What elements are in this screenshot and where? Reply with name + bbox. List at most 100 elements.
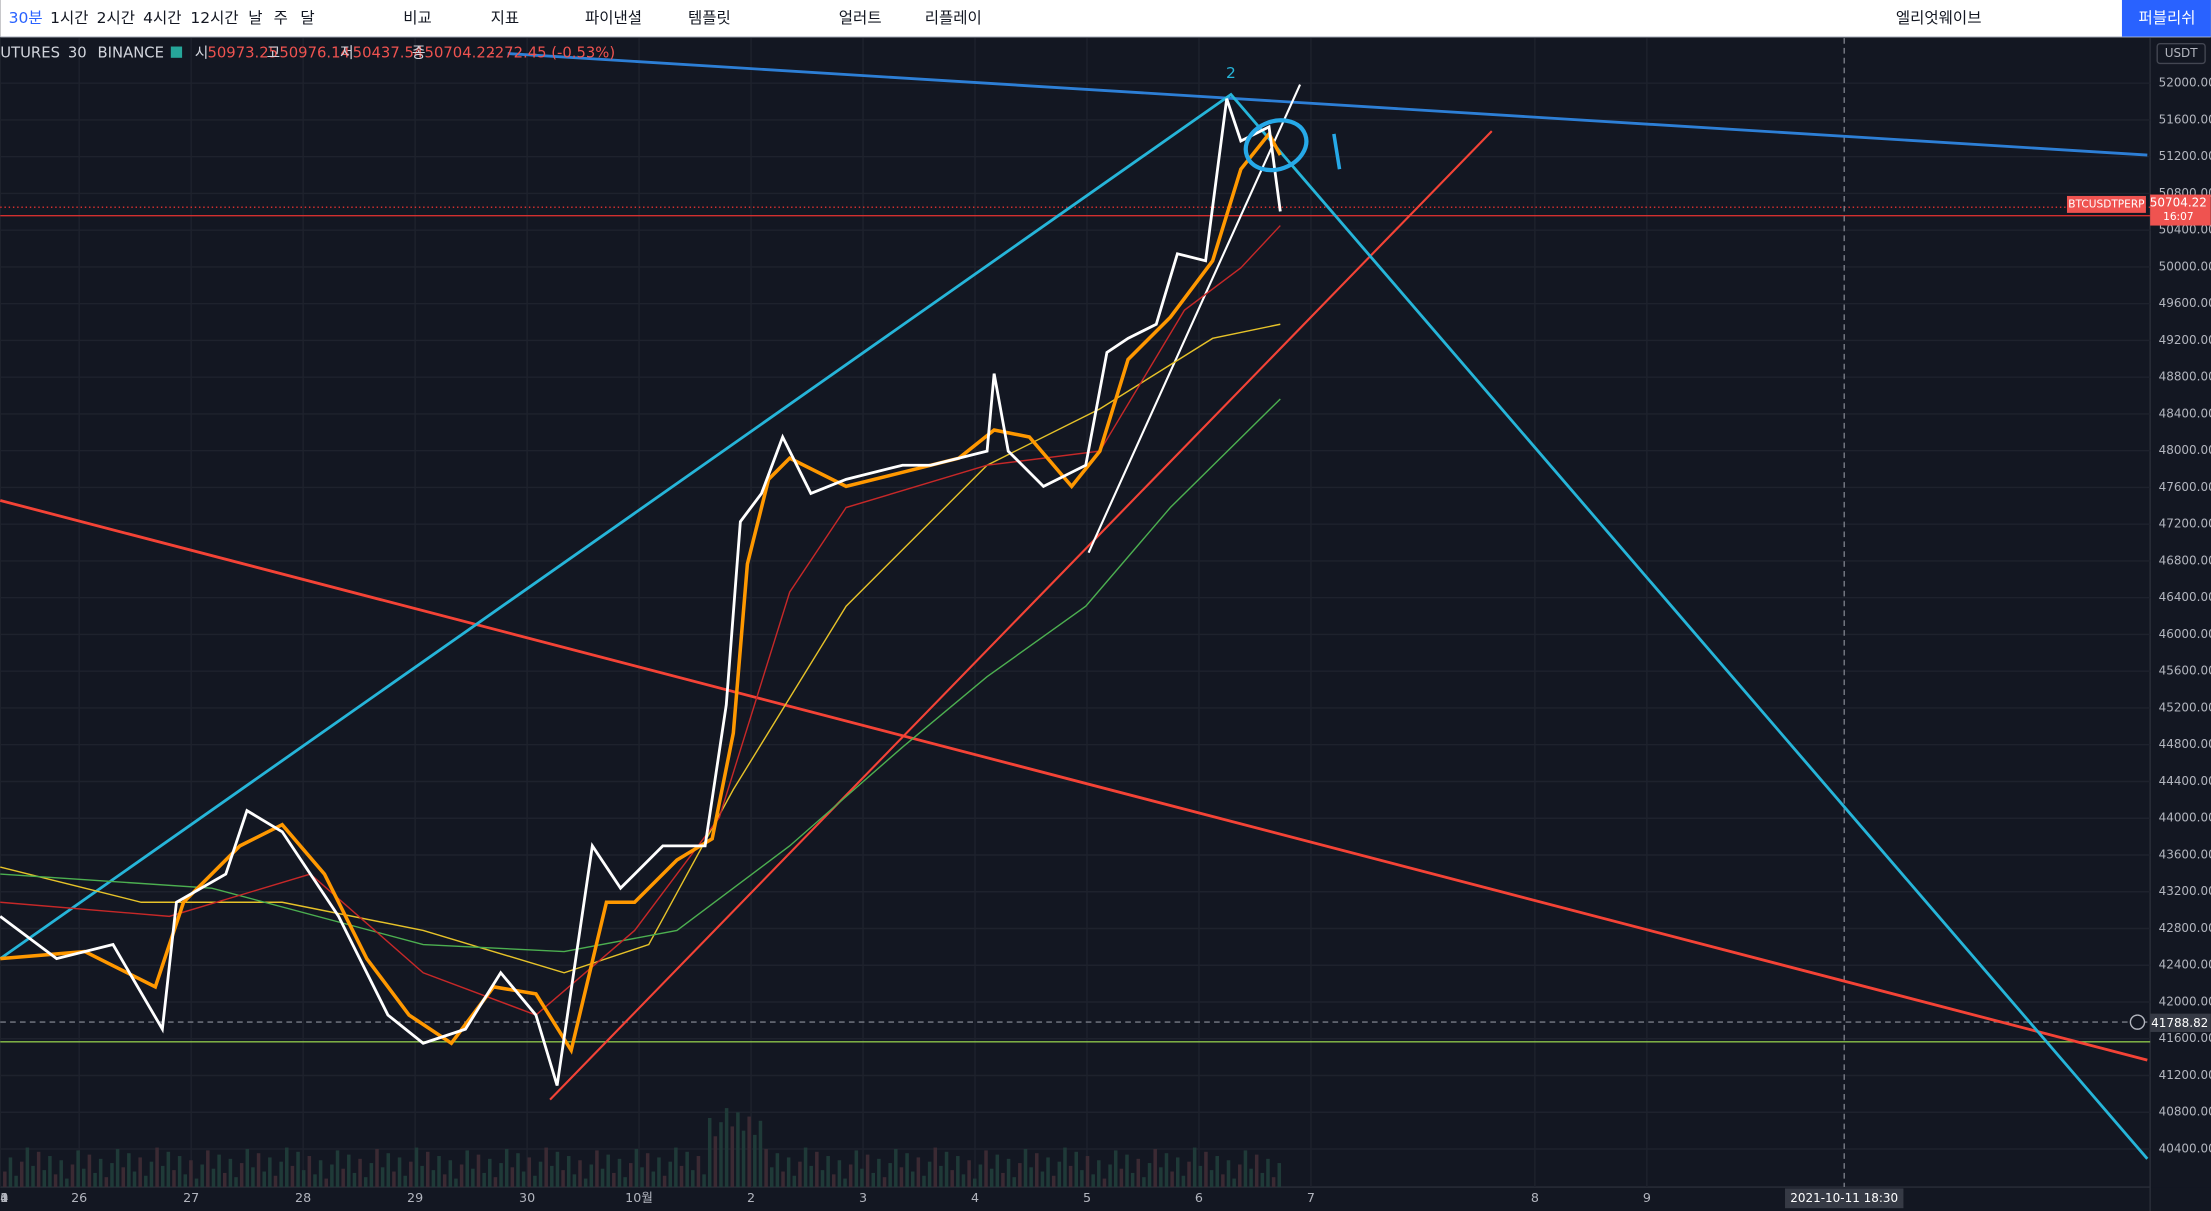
header-close: 50704.22 bbox=[425, 45, 496, 62]
price-label: 42800.00 bbox=[2159, 921, 2211, 935]
publish-label[interactable]: 퍼블리쉬 bbox=[2139, 9, 2196, 27]
volume-bar bbox=[1130, 1172, 1135, 1188]
volume-bar bbox=[910, 1171, 915, 1188]
volume-bar bbox=[724, 1108, 729, 1188]
volume-bar bbox=[482, 1172, 486, 1188]
templates-button[interactable]: 템플릿 bbox=[688, 9, 731, 27]
interval-button[interactable]: 12시간 bbox=[190, 9, 238, 27]
volume-bar bbox=[1063, 1147, 1067, 1188]
volume-bar bbox=[1238, 1164, 1242, 1188]
price-label: 49200.00 bbox=[2159, 333, 2211, 347]
volume-bar bbox=[279, 1161, 283, 1188]
volume-bar bbox=[792, 1175, 797, 1188]
interval-button[interactable]: 2시간 bbox=[97, 9, 135, 27]
interval-button[interactable]: 날 bbox=[248, 9, 262, 27]
volume-bar bbox=[521, 1171, 526, 1188]
volume-bar bbox=[76, 1150, 80, 1188]
time-label: 26 bbox=[71, 1190, 87, 1205]
volume-bar bbox=[53, 1174, 58, 1188]
ma-yellow bbox=[0, 323, 1281, 974]
volume-bar bbox=[369, 1163, 374, 1188]
volume-bar bbox=[583, 1178, 588, 1188]
replay-button[interactable]: 리플레이 bbox=[925, 9, 982, 27]
publish-button[interactable] bbox=[2121, 0, 2211, 37]
interval-button[interactable]: 주 bbox=[274, 9, 288, 27]
volume-bar bbox=[115, 1148, 120, 1188]
trendline-cyan bbox=[0, 92, 2149, 1160]
volume-bar bbox=[1051, 1175, 1056, 1188]
volume-bar bbox=[612, 1172, 616, 1188]
alert-button[interactable]: 얼러트 bbox=[839, 9, 882, 27]
volume-bar bbox=[566, 1156, 571, 1188]
volume-bar bbox=[516, 1153, 520, 1188]
volume-bar bbox=[527, 1157, 532, 1188]
volume-bar bbox=[595, 1150, 599, 1188]
volume-bar bbox=[730, 1126, 735, 1188]
volume-bar bbox=[888, 1163, 892, 1188]
interval-button[interactable]: 4시간 bbox=[143, 9, 181, 27]
volume-bar bbox=[397, 1157, 402, 1188]
price-label: 44400.00 bbox=[2159, 774, 2211, 788]
volume-bar bbox=[561, 1170, 565, 1188]
volume-bar bbox=[1192, 1147, 1197, 1188]
volume-bar bbox=[544, 1147, 548, 1188]
volume-bar bbox=[916, 1157, 921, 1188]
volume-bar bbox=[471, 1168, 475, 1188]
volume-bar bbox=[662, 1175, 667, 1188]
volume-bar bbox=[31, 1165, 35, 1188]
interval-button[interactable]: 30분 bbox=[9, 9, 43, 27]
volume-bar bbox=[798, 1161, 802, 1188]
interval-button[interactable]: 1시간 bbox=[50, 9, 88, 27]
volume-bar bbox=[245, 1148, 250, 1188]
volume-bar bbox=[600, 1168, 605, 1188]
header-change: -272.45 (-0.53%) bbox=[489, 45, 615, 62]
layout-button[interactable]: 엘리엇웨이브 bbox=[1896, 9, 1982, 27]
volume-bar bbox=[1254, 1154, 1259, 1188]
volume-bar bbox=[1018, 1163, 1022, 1188]
volume-bar bbox=[36, 1151, 41, 1188]
volume-bar bbox=[380, 1167, 385, 1188]
add-alert[interactable] bbox=[2129, 1014, 2146, 1030]
volume-bar bbox=[972, 1178, 977, 1188]
volume-bar bbox=[713, 1136, 718, 1188]
time-label: 11 bbox=[0, 1190, 8, 1205]
header-open: 50973.25 bbox=[207, 45, 278, 62]
interval-button[interactable]: 달 bbox=[300, 9, 314, 27]
volume-bar bbox=[899, 1167, 904, 1188]
crosshair-price-bg bbox=[2150, 1013, 2211, 1032]
volume-bar bbox=[1147, 1163, 1152, 1188]
volume-bar bbox=[1164, 1153, 1169, 1188]
volume-bar bbox=[939, 1165, 943, 1188]
volume-bar bbox=[961, 1174, 966, 1188]
volume-bar bbox=[736, 1112, 740, 1188]
header-exchange: BINANCE bbox=[98, 45, 164, 62]
volume-bar bbox=[555, 1151, 560, 1188]
volume-bar bbox=[1102, 1178, 1107, 1188]
volume-bar bbox=[815, 1151, 819, 1188]
financials-button[interactable]: 파이낸셜 bbox=[585, 9, 642, 27]
indicators-button[interactable]: 지표 bbox=[491, 9, 520, 27]
volume-bar bbox=[48, 1156, 52, 1188]
ma-green bbox=[0, 398, 1281, 953]
volume-bar bbox=[578, 1160, 582, 1188]
volume-bar bbox=[493, 1177, 498, 1188]
volume-bar bbox=[1029, 1167, 1033, 1188]
compare-button[interactable]: 비교 bbox=[403, 9, 432, 27]
volume-bar bbox=[606, 1154, 610, 1188]
volume-bar bbox=[1046, 1157, 1050, 1188]
time-label: 10월 bbox=[625, 1190, 653, 1205]
volume-bar bbox=[488, 1158, 492, 1188]
volume-bar bbox=[448, 1160, 453, 1188]
volume-bar bbox=[93, 1172, 97, 1188]
volume-bar bbox=[956, 1156, 960, 1188]
volume-bar bbox=[375, 1148, 379, 1188]
status-flag bbox=[170, 46, 183, 58]
time-label: 30 bbox=[519, 1190, 535, 1205]
currency-box[interactable] bbox=[2156, 42, 2206, 65]
price-label: 46000.00 bbox=[2159, 627, 2211, 641]
header-close-label: 종 bbox=[412, 45, 426, 62]
volume-bar bbox=[437, 1156, 441, 1188]
header-open-label: 시 bbox=[195, 45, 209, 62]
